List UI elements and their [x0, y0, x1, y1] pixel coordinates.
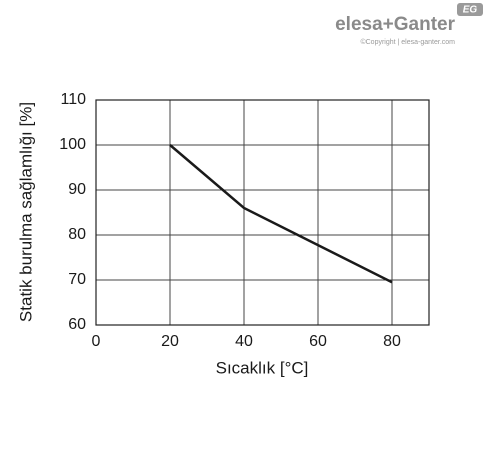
x-tick-label: 80	[383, 333, 401, 350]
logo-brand: elesa+Ganter	[335, 14, 455, 35]
x-tick-label: 0	[92, 333, 101, 350]
y-tick-label: 110	[60, 91, 86, 108]
y-tick-label: 70	[68, 271, 86, 288]
x-tick-label: 60	[309, 333, 327, 350]
plot-frame	[95, 99, 430, 326]
y-tick-label: 60	[68, 316, 86, 333]
logo-copyright: ©Copyright | elesa-ganter.com	[360, 38, 455, 46]
x-axis-label: Sıcaklık [°C]	[216, 358, 309, 377]
data-line	[169, 144, 393, 284]
y-tick-label: 80	[68, 226, 86, 243]
x-tick-label: 20	[161, 333, 179, 350]
x-tick-label: 40	[235, 333, 253, 350]
y-tick-label: 90	[68, 181, 86, 198]
logo-badge: EG	[463, 5, 478, 16]
y-axis-label: Statik burulma sağlamlığı [%]	[16, 102, 35, 322]
logo-badge-box	[457, 3, 483, 16]
y-tick-label: 100	[59, 136, 86, 153]
